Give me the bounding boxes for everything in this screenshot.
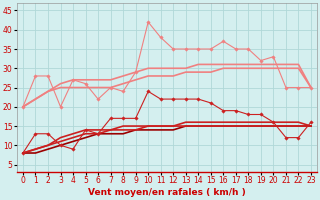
X-axis label: Vent moyen/en rafales ( km/h ): Vent moyen/en rafales ( km/h ) (88, 188, 246, 197)
